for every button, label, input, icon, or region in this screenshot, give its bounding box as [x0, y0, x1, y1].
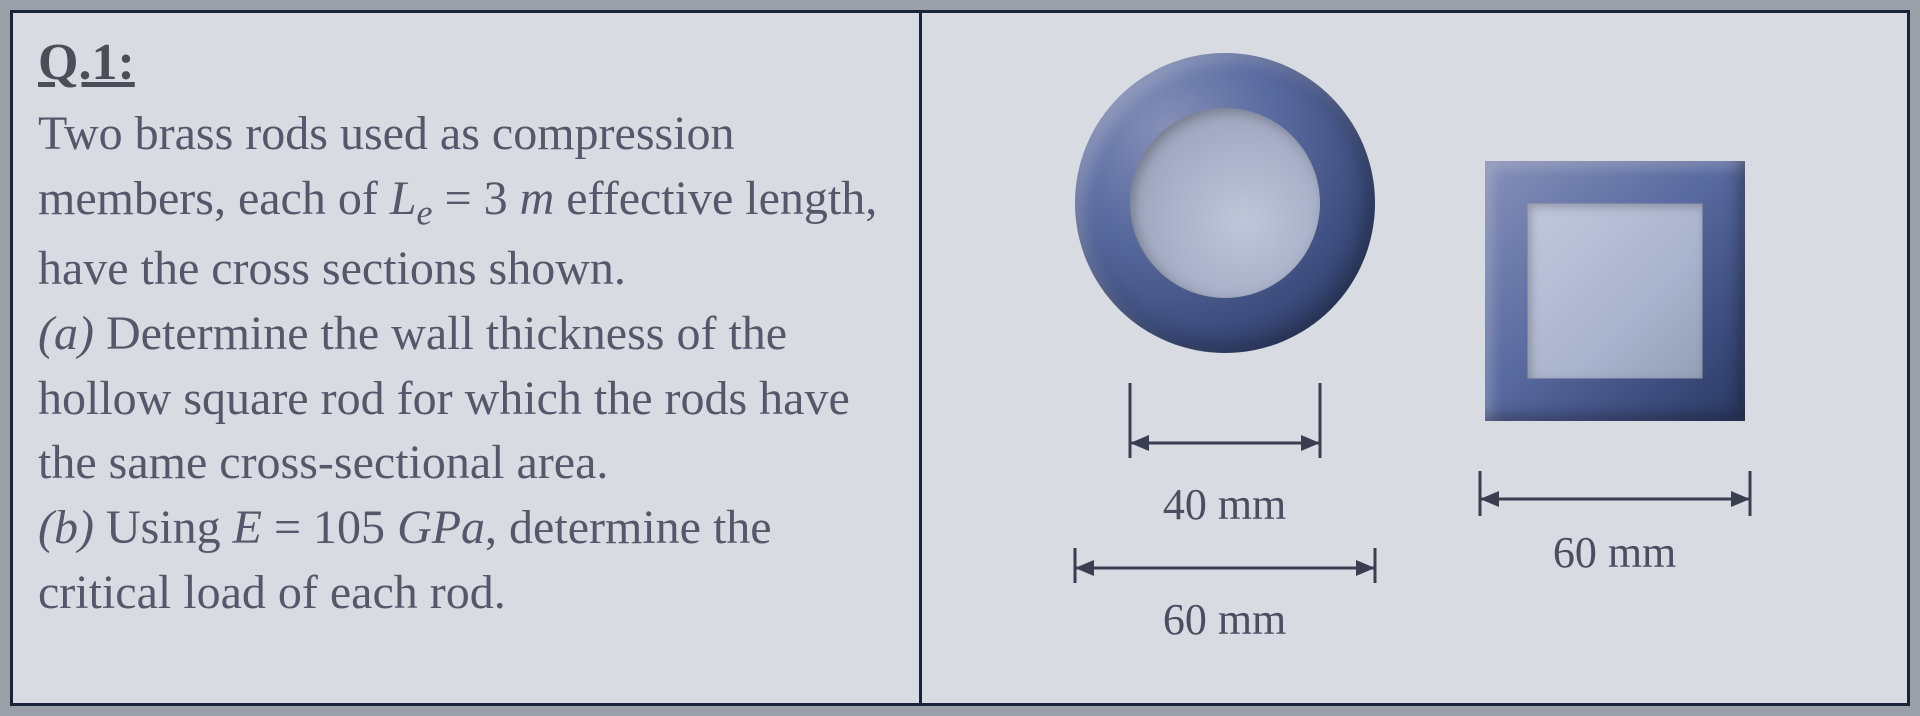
part-b-eq: = 105 [262, 501, 397, 554]
square-outer [1485, 161, 1745, 421]
var-E: E [233, 501, 262, 554]
unit-gpa: GPa [397, 501, 485, 554]
dim-line-60-s [1465, 471, 1765, 521]
part-a-label: (a) [38, 307, 94, 360]
circle-dimensions: 40 mm 60 mm [1065, 383, 1385, 663]
problem-table: Q.1: Two brass rods used as compression … [10, 10, 1910, 706]
dim-40-label: 40 mm [1163, 479, 1286, 530]
dim-line-60-c [1065, 548, 1385, 588]
question-body: Two brass rods used as compression membe… [38, 102, 894, 626]
part-a-text: Determine the wall thickness of the [94, 307, 787, 360]
part-b-label: (b) [38, 501, 94, 554]
line2-eq: = 3 [433, 172, 520, 225]
part-a-text2: hollow square rod for which the rods hav… [38, 372, 850, 425]
line2-post: effective length, [554, 172, 877, 225]
dim-line-40 [1115, 383, 1335, 473]
line2-pre: members, each of [38, 172, 390, 225]
square-dimensions: 60 mm [1465, 471, 1765, 596]
part-b-text2: critical load of each rod. [38, 566, 506, 619]
question-cell: Q.1: Two brass rods used as compression … [13, 13, 922, 703]
hollow-circle-group: 40 mm 60 mm [1065, 53, 1385, 663]
hollow-square-group: 60 mm [1465, 121, 1765, 596]
part-b-post: , determine the [485, 501, 772, 554]
dim-60mm-square: 60 mm [1465, 471, 1765, 578]
dim-60c-label: 60 mm [1163, 594, 1286, 645]
figure-cell: 40 mm 60 mm [922, 13, 1907, 703]
dim-60s-label: 60 mm [1553, 527, 1676, 578]
line3: have the cross sections shown. [38, 242, 626, 295]
part-a-text3: the same cross-sectional area. [38, 436, 608, 489]
part-b-pre: Using [94, 501, 233, 554]
dim-40mm: 40 mm [1115, 383, 1335, 530]
square-inner [1527, 203, 1702, 378]
dim-60mm-circle: 60 mm [1065, 548, 1385, 645]
ring-inner [1130, 108, 1320, 298]
unit-m: m [520, 172, 555, 225]
ring-outer [1075, 53, 1375, 353]
var-Le-sub: e [417, 192, 433, 232]
question-number: Q.1: [38, 33, 894, 92]
var-Le-L: L [390, 172, 417, 225]
line1: Two brass rods used as compression [38, 107, 735, 160]
